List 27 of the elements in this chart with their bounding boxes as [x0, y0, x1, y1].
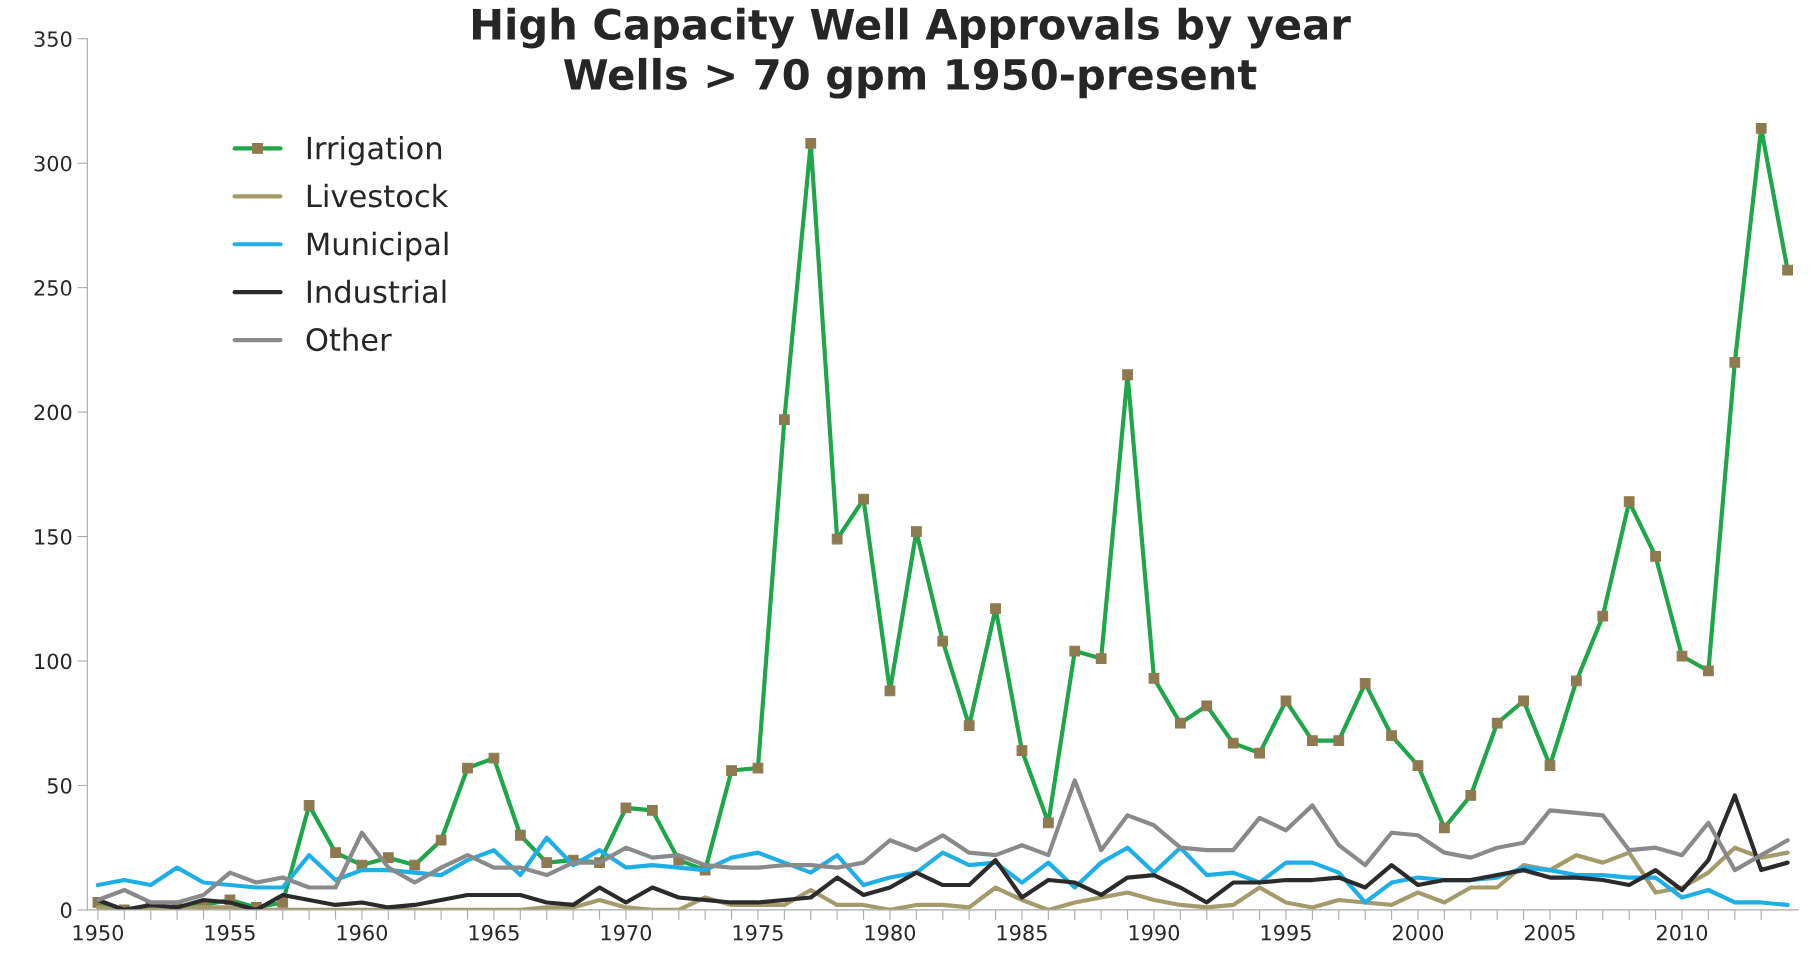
y-tick-label: 150 [35, 529, 72, 545]
y-tick-label: 100 [35, 653, 72, 670]
x-tick-label: 1970 [601, 924, 652, 941]
x-tick-label: 1955 [205, 924, 255, 941]
x-tick-label: 1995 [1261, 924, 1311, 941]
y-tick-label: 0 [60, 902, 72, 919]
chart-title: High Capacity Well Approvals by year Wells > 70 gpm 1950-present [473, 7, 1351, 99]
x-tick-label: 2005 [1525, 924, 1575, 941]
y-tick-label: 250 [34, 280, 72, 296]
x-tick-label: 1980 [865, 924, 916, 941]
legend-label: Irrigation [307, 135, 442, 166]
y-tick-label: 350 [34, 31, 72, 47]
y-tick-label: 300 [34, 155, 72, 172]
x-tick-label: 2010 [1657, 924, 1708, 941]
x-tick-label: 2000 [1393, 924, 1444, 941]
x-tick-label: 1960 [337, 924, 388, 941]
legend-label: Industrial [307, 279, 446, 304]
legend-label: Other [306, 327, 392, 352]
x-tick-label: 1975 [733, 924, 783, 941]
x-tick-label: 1950 [73, 924, 124, 941]
legend-label: Livestock [307, 183, 449, 208]
x-tick-label: 1965 [469, 924, 519, 941]
legend-label: Municipal [307, 231, 448, 262]
x-tick-label: 1985 [997, 924, 1047, 941]
y-tick-label: 50 [47, 777, 72, 794]
y-tick-label: 200 [34, 404, 72, 421]
x-tick-label: 1990 [1129, 924, 1180, 941]
